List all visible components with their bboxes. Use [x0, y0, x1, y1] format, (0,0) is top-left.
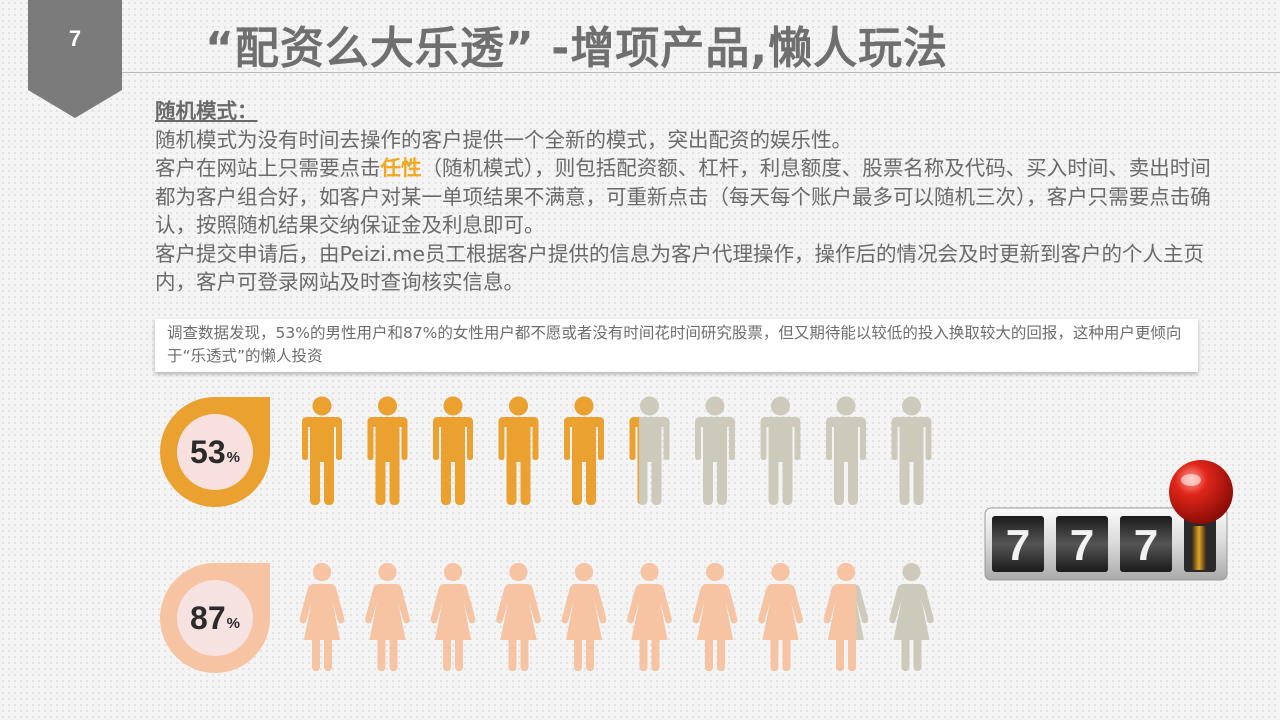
- male-figure: [695, 396, 735, 505]
- female-figure: [889, 563, 934, 671]
- slot-reel-digit: 7: [1070, 521, 1094, 570]
- female-percent-value: 87: [190, 599, 226, 636]
- survey-callout: 调查数据发现，53%的男性用户和87%的女性用户都不愿或者没有时间花时间研究股票…: [155, 319, 1198, 372]
- female-figure-filled: [758, 563, 803, 671]
- male-percent-badge: 53%: [160, 397, 270, 507]
- male-figure-filled: [498, 396, 539, 505]
- female-figures-graphic: [299, 563, 934, 671]
- paragraph-process-rest: （随机模式），则包括配资额、杠杆，利息额度、股票名称及代码、买入时间、卖出时间都…: [155, 156, 1211, 237]
- female-figures-row: [296, 562, 956, 674]
- male-figure: [826, 396, 866, 505]
- slot-reel: [1056, 516, 1108, 572]
- paragraph-service: 客户提交申请后，由Peizi.me员工根据客户提供的信息为客户代理操作，操作后的…: [155, 241, 1204, 295]
- female-figure-filled: [299, 563, 345, 671]
- body-text: 随机模式： 随机模式为没有时间去操作的客户提供一个全新的模式，突出配资的娱乐性。…: [155, 97, 1220, 297]
- title-divider: [122, 72, 1280, 73]
- random-mode-keyword: 任性: [380, 156, 422, 180]
- slide-title: “配资么大乐透” -增项产品,懒人玩法: [205, 23, 949, 74]
- female-figure-filled: [365, 563, 410, 671]
- male-figure-filled: [367, 396, 408, 505]
- female-percent-unit: %: [226, 614, 240, 632]
- female-figure-filled: [627, 563, 672, 671]
- male-figure: [891, 396, 932, 505]
- male-percent-unit: %: [226, 448, 240, 466]
- male-figures-graphic: [302, 396, 932, 505]
- female-figure-filled: [496, 563, 541, 671]
- female-figure-filled: [692, 563, 738, 671]
- male-percent-value: 53: [190, 433, 226, 470]
- female-figure-filled: [561, 563, 607, 671]
- paragraph-intro: 随机模式为没有时间去操作的客户提供一个全新的模式，突出配资的娱乐性。: [155, 127, 852, 152]
- male-figures-row: [296, 396, 956, 508]
- slot-reel: [1120, 516, 1172, 572]
- page-number-tab: 7: [28, 0, 122, 118]
- male-figure-filled: [302, 396, 342, 505]
- female-figure-filled: [430, 563, 476, 671]
- male-figure-filled: [564, 396, 604, 505]
- male-figure: [760, 396, 801, 505]
- female-percent-badge: 87%: [160, 563, 270, 673]
- paragraph-process: 客户在网站上只需要点击任性（随机模式），则包括配资额、杠杆，利息额度、股票名称及…: [155, 154, 1220, 240]
- slot-reel: [992, 516, 1044, 572]
- slot-reel-digit: 7: [1006, 521, 1030, 570]
- slot-reel-digit: 7: [1134, 521, 1158, 570]
- paragraph-process-start: 客户在网站上只需要点击: [155, 156, 381, 180]
- page-number: 7: [68, 26, 82, 51]
- male-figure-filled: [433, 396, 473, 505]
- section-heading: 随机模式：: [155, 99, 258, 123]
